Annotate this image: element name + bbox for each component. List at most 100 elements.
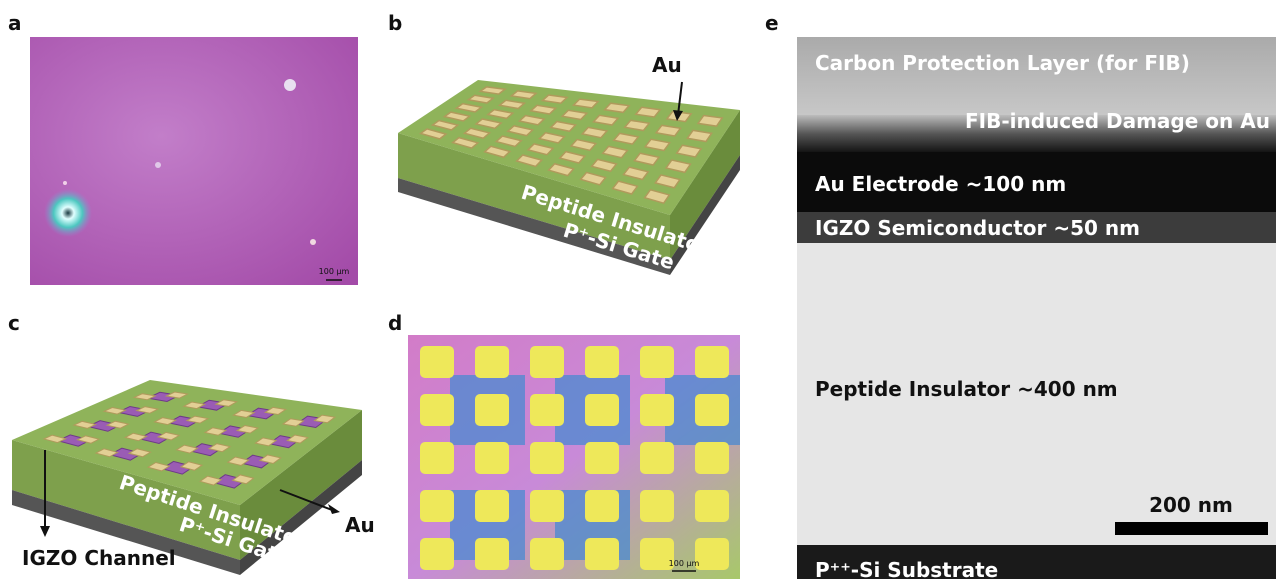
gold-pad (549, 120, 577, 133)
gold-pad (42, 434, 68, 444)
gold-pad (483, 145, 512, 159)
gold-pad (585, 394, 619, 426)
panel-label: d (388, 311, 402, 335)
gold-pad (580, 126, 609, 139)
gold-pad (132, 393, 157, 401)
gold-pad (474, 118, 503, 130)
gold-pad (633, 152, 661, 166)
gold-pad (207, 443, 232, 453)
panel-label: a (8, 11, 22, 35)
micrograph-a: 100 μm (30, 37, 358, 285)
gold-pad (475, 346, 509, 378)
gold-pad (127, 448, 152, 458)
gold-pad (643, 188, 671, 205)
channel-label: IGZO Channel (22, 546, 176, 570)
scale-bar-label: 100 μm (669, 559, 700, 568)
gold-pad (590, 158, 618, 173)
gold-pad (478, 86, 507, 95)
gold-pad (451, 136, 480, 149)
gold-pad (475, 538, 509, 570)
gold-pad (640, 490, 674, 522)
micrograph-d: 100 μm (408, 335, 740, 579)
gold-pad (442, 111, 472, 122)
gold-pad (695, 442, 729, 474)
scale-bar-label: 100 μm (319, 267, 350, 276)
gold-pad (214, 399, 239, 407)
gold-pad (585, 442, 619, 474)
gold-pad (175, 444, 199, 454)
gold-pad (420, 394, 454, 426)
panel-label: e (765, 11, 779, 35)
gold-pad (526, 143, 555, 156)
gold-pad (558, 150, 587, 164)
gold-pad (640, 538, 674, 570)
gold-pad (420, 538, 454, 570)
device-schematic-c: Peptide Insulator P⁺-Si Gate Au IGZO Cha… (12, 380, 375, 575)
gold-pad (530, 490, 564, 522)
device-schematic-b: Peptide Insulator P⁺-Si Gate Au (398, 53, 740, 275)
gold-pad (530, 442, 564, 474)
gold-pad (94, 448, 119, 458)
gold-pad (486, 108, 515, 120)
gold-pad (475, 394, 509, 426)
gold-pad (540, 94, 569, 105)
gold-pad (579, 171, 607, 186)
gold-pad (585, 538, 619, 570)
gold-pad (592, 114, 620, 126)
gold-pad (454, 102, 484, 113)
gold-pad (622, 166, 650, 181)
gold-pad (601, 145, 629, 159)
gold-pad (664, 159, 692, 174)
gold-pad (418, 128, 448, 140)
gold-pad (517, 114, 546, 126)
gold-pad (695, 394, 729, 426)
gold-pad (603, 102, 631, 114)
gold-pad (475, 490, 509, 522)
gold-pad (313, 414, 337, 424)
gold-pad (695, 346, 729, 378)
gold-pad (506, 124, 535, 137)
gold-pad (105, 420, 130, 429)
gold-pad (623, 119, 651, 132)
gold-pad (475, 442, 509, 474)
gold-pad (182, 401, 207, 410)
gold-pad (135, 406, 160, 414)
gold-pad (466, 94, 496, 104)
gold-pad (654, 174, 682, 189)
gold-pad (640, 346, 674, 378)
gold-pad (611, 180, 639, 195)
gold-pad (686, 129, 713, 143)
gold-pad (560, 109, 589, 121)
layer-label: IGZO Semiconductor ~50 nm (815, 216, 1140, 240)
gold-pad (420, 442, 454, 474)
panel-label: c (8, 311, 20, 335)
gold-pad (281, 418, 305, 427)
gold-pad (430, 119, 460, 131)
gold-pad (102, 406, 127, 415)
gold-pad (123, 432, 148, 442)
gold-pad (654, 124, 682, 137)
gold-pad (634, 106, 662, 118)
gold-pad (153, 417, 178, 426)
gold-pad (226, 456, 250, 466)
gold-pad (585, 346, 619, 378)
gold-pad (696, 114, 724, 127)
gold-pad (462, 127, 492, 140)
gold-pad (164, 391, 190, 399)
gold-pad (75, 435, 101, 444)
au-label: Au (652, 53, 682, 77)
gold-pad (530, 394, 564, 426)
gold-pad (263, 406, 288, 416)
layer-label: FIB-induced Damage on Au (965, 109, 1270, 133)
gold-pad (530, 346, 564, 378)
gold-pad (235, 425, 260, 434)
gold-pad (547, 162, 575, 177)
gold-pad (675, 144, 703, 158)
layer-label: Au Electrode ~100 nm (815, 172, 1066, 196)
gold-pad (494, 135, 523, 148)
gold-pad (185, 415, 210, 424)
gold-pad (643, 138, 671, 152)
gold-pad (509, 90, 538, 100)
panel-label: b (388, 11, 402, 35)
